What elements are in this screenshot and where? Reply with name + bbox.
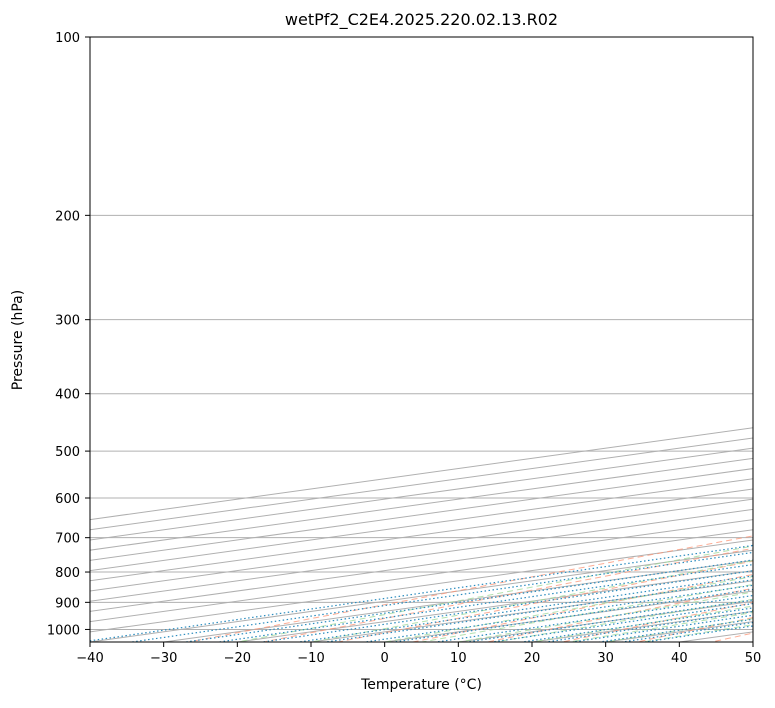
isotherm-gridline	[307, 580, 753, 642]
dry-adiabat	[732, 10, 775, 654]
dry-adiabat	[335, 560, 753, 642]
mixing-ratio-line	[294, 575, 753, 642]
x-tick-label: −40	[76, 651, 103, 666]
mixing-ratio-line	[389, 588, 753, 642]
moist-adiabat	[308, 560, 753, 642]
isotherm-gridline	[233, 570, 753, 642]
isotherm-gridline	[528, 610, 753, 642]
mixing-ratio-line	[90, 544, 753, 642]
isotherm-gridline	[90, 519, 753, 612]
moist-adiabat	[602, 618, 753, 642]
isotherm-gridline	[90, 549, 753, 642]
isotherm-gridline	[90, 427, 753, 521]
y-tick-label: 500	[55, 445, 80, 460]
mixing-ratio-line	[432, 594, 753, 642]
x-tick-label: 50	[745, 651, 762, 666]
y-tick-label: 700	[55, 532, 80, 547]
isotherm-gridline	[90, 468, 753, 561]
isotherm-gridline	[90, 478, 753, 572]
dry-adiabat	[709, 632, 753, 642]
chart-title: wetPf2_C2E4.2025.220.02.13.R02	[284, 10, 559, 29]
x-tick-label: −20	[224, 651, 251, 666]
x-tick-label: 30	[597, 651, 614, 666]
dewpoint-profile-line	[752, 609, 753, 612]
mixing-ratio-line	[214, 563, 753, 642]
dry-adiabat	[634, 617, 753, 642]
dry-adiabat	[410, 573, 753, 642]
isotherm-gridline	[749, 641, 753, 642]
isotherm-gridline	[740, 10, 775, 654]
moist-adiabat	[565, 612, 753, 642]
moist-adiabat	[455, 591, 753, 642]
mixing-ratio-line	[517, 607, 753, 642]
dry-adiabat	[186, 535, 753, 642]
dry-adiabat	[260, 547, 753, 642]
profile-series	[752, 609, 753, 612]
isotherm-gridline	[90, 447, 753, 541]
isotherm-gridline	[90, 437, 753, 531]
isotherm-gridline	[90, 488, 753, 582]
isotherm-gridline	[90, 457, 753, 551]
plot-frame	[89, 36, 754, 643]
x-axis: −40 −30 −20 −10 0 10 20 30 40 50	[76, 642, 761, 666]
mixing-ratio-line	[463, 599, 753, 642]
moist-adiabat	[528, 605, 753, 642]
y-tick-label: 1000	[47, 623, 80, 638]
y-tick-label: 100	[55, 31, 80, 46]
isotherm-gridline	[90, 529, 753, 623]
y-tick-label: 900	[55, 596, 80, 611]
x-tick-label: 20	[524, 651, 541, 666]
isotherm-gridline	[602, 621, 753, 642]
y-tick-label: 600	[55, 492, 80, 507]
y-tick-label: 200	[55, 209, 80, 224]
x-tick-label: 10	[450, 651, 467, 666]
isotherm-gridline	[90, 539, 753, 633]
moist-adiabat	[492, 598, 753, 642]
isotherm-gridline	[90, 498, 753, 592]
mixing-ratio-line	[361, 584, 753, 642]
moist-adiabat	[381, 576, 753, 642]
x-tick-label: 0	[381, 651, 389, 666]
y-tick-label: 300	[55, 314, 80, 329]
x-tick-label: 40	[671, 651, 688, 666]
dry-adiabat	[559, 602, 753, 642]
isotherm-gridline	[675, 631, 753, 642]
x-axis-label: Temperature (°C)	[361, 677, 482, 693]
moist-adiabat	[418, 583, 753, 642]
y-tick-label: 400	[55, 388, 80, 403]
background-lines	[90, 10, 775, 654]
y-tick-label: 800	[55, 566, 80, 581]
isotherm-gridline	[90, 508, 753, 602]
x-tick-label: −10	[297, 651, 324, 666]
x-tick-label: −30	[150, 651, 177, 666]
mixing-ratio-line	[181, 559, 753, 642]
y-axis: 100 200 300 400 500 600 700 800 900 1000	[47, 31, 90, 638]
